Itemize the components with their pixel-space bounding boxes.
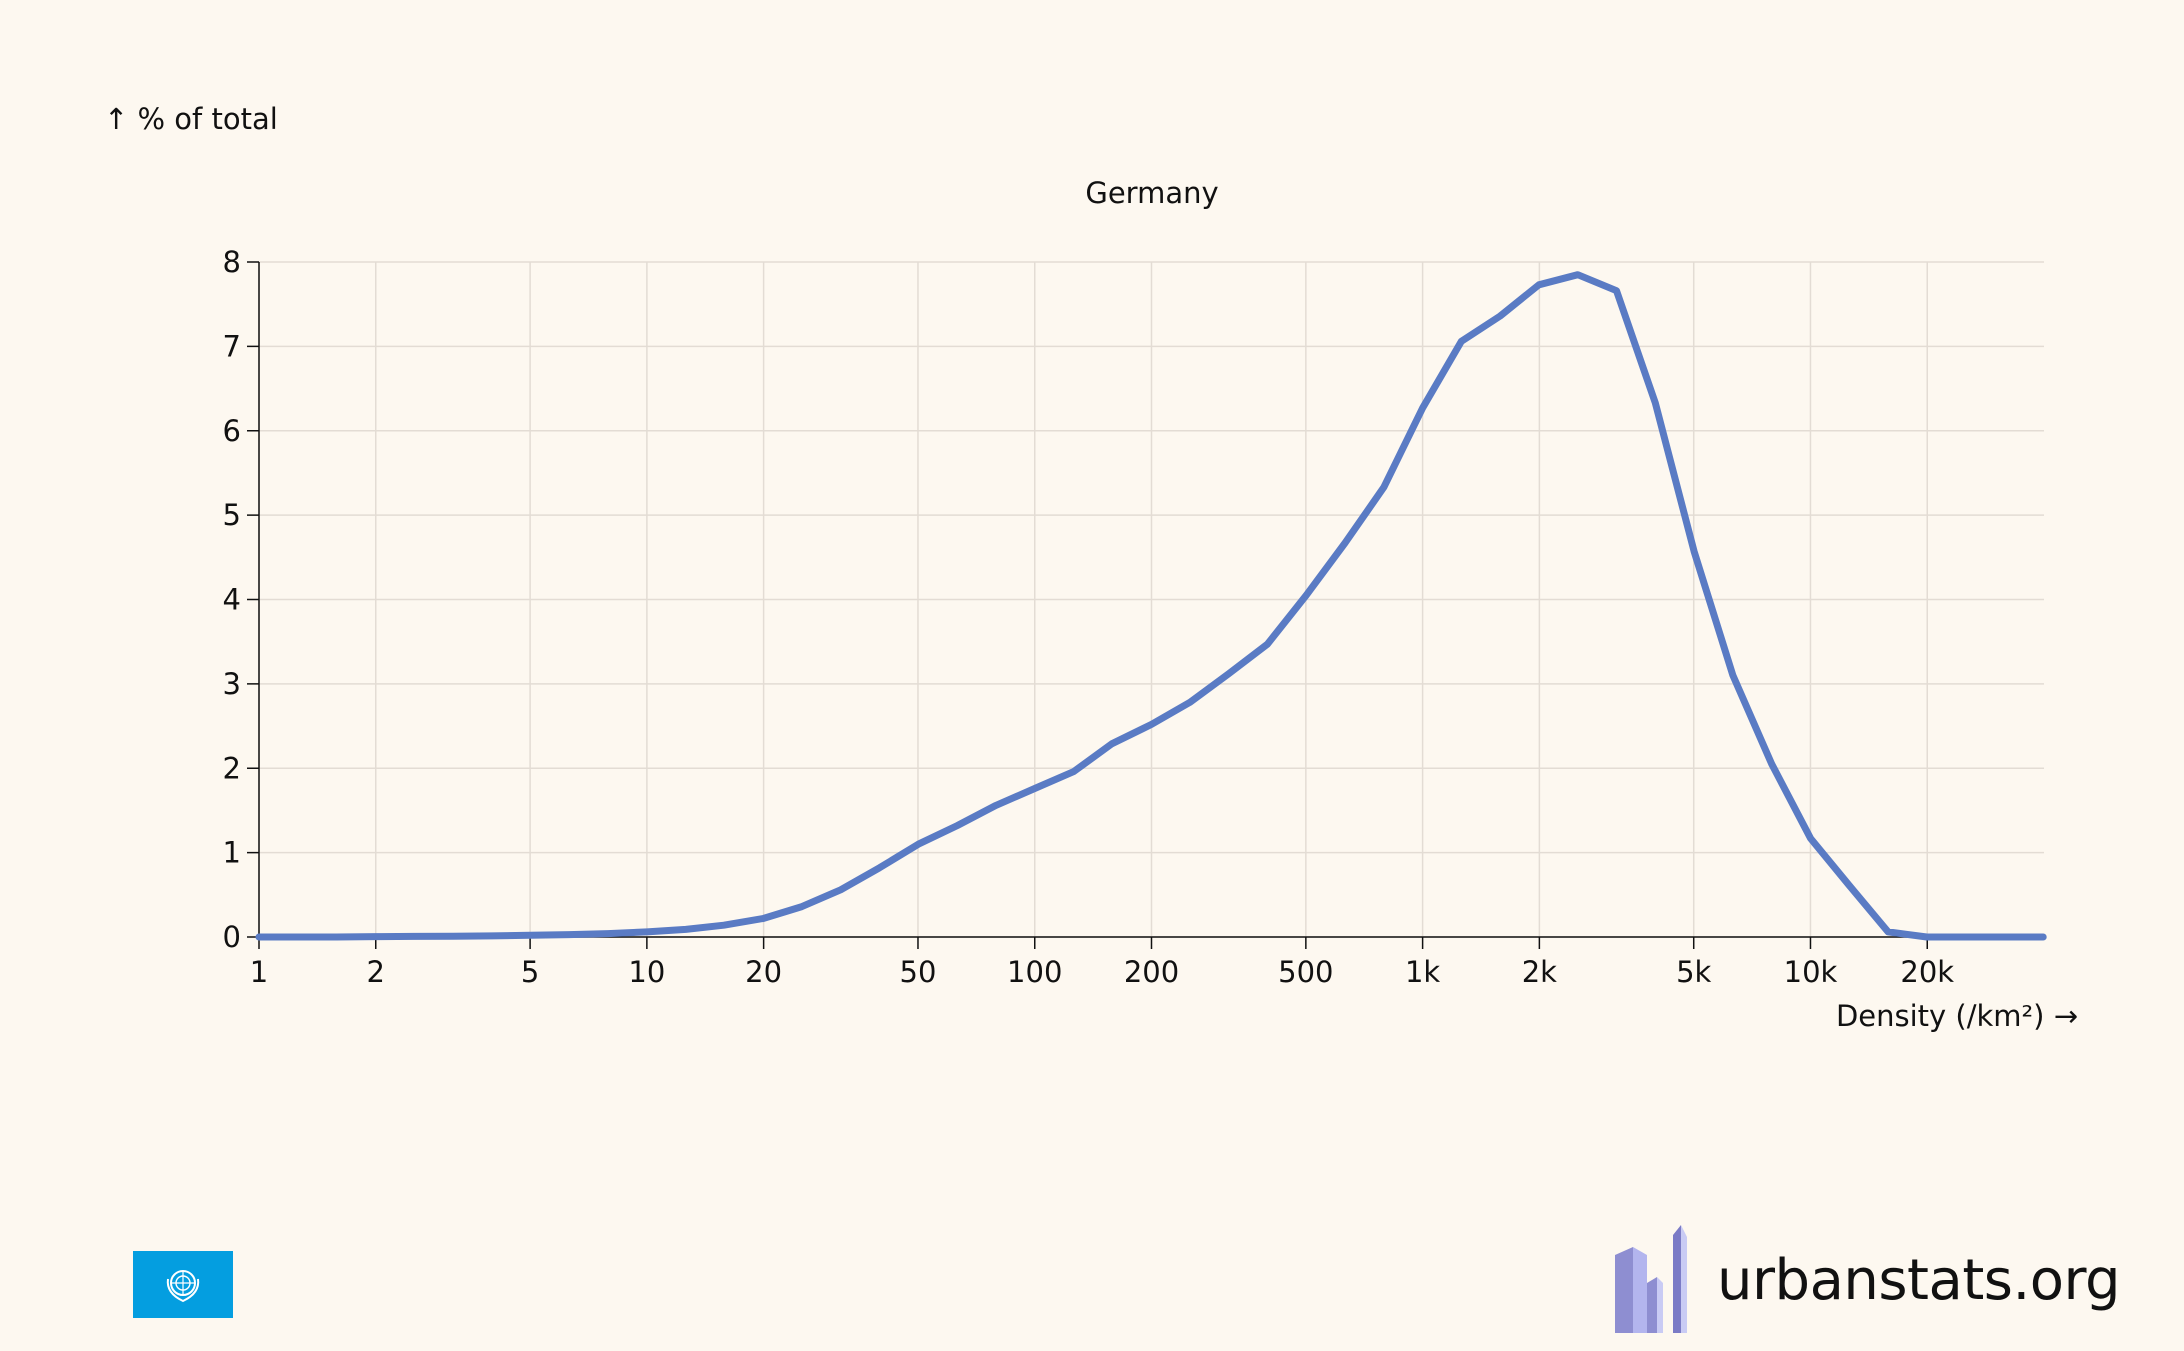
chart-axes [247,261,2044,949]
y-axis-title: ↑ % of total [104,102,278,136]
chart-grid [258,261,2044,938]
x-tick-label: 200 [1124,955,1179,989]
site-name[interactable]: urbanstats.org [1717,1247,2121,1313]
y-tick-label: 3 [223,667,241,701]
urbanstats-brand[interactable]: urbanstats.org [1615,1225,2121,1335]
x-tick-label: 5 [521,955,539,989]
y-tick-label: 6 [223,414,241,448]
y-tick-label: 0 [223,920,241,954]
x-tick-label: 20 [745,955,782,989]
y-tick-label: 1 [223,836,241,870]
x-tick-label: 1 [250,955,268,989]
y-tick-label: 8 [223,245,241,279]
y-tick-label: 5 [223,498,241,532]
x-tick-label: 5k [1676,955,1711,989]
chart-title: Germany [1085,176,1218,210]
x-tick-label: 50 [900,955,937,989]
y-tick-label: 4 [223,583,241,617]
y-tick-label: 2 [223,751,241,785]
chart-series [255,271,2047,941]
x-tick-label: 500 [1278,955,1333,989]
un-flag-icon [133,1251,233,1318]
y-tick-label: 7 [223,329,241,363]
x-axis-title: Density (/km²) → [1836,999,2078,1033]
x-tick-label: 10 [628,955,665,989]
x-tick-label: 20k [1900,955,1954,989]
x-tick-label: 100 [1007,955,1062,989]
un-emblem-icon [166,1269,200,1302]
x-tick-label: 10k [1784,955,1838,989]
x-tick-label: 2 [367,955,385,989]
x-tick-label: 1k [1405,955,1440,989]
x-tick-label: 2k [1522,955,1557,989]
urbanstats-logo-icon [1615,1225,1687,1333]
